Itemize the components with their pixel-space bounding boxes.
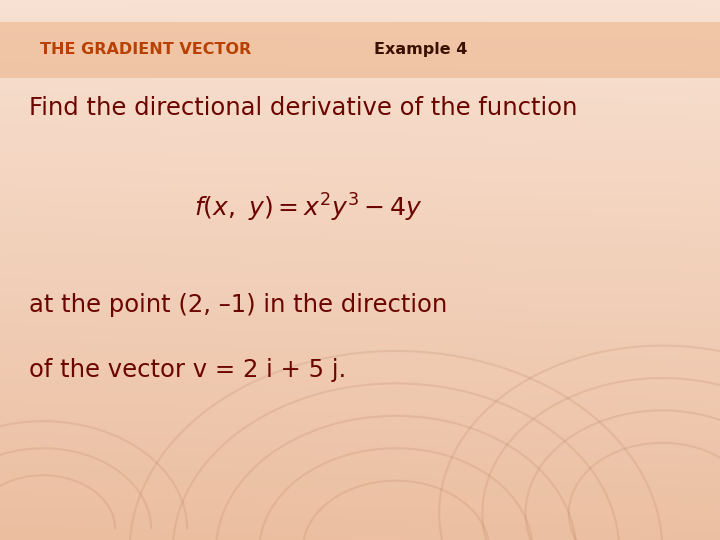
Text: THE GRADIENT VECTOR: THE GRADIENT VECTOR	[40, 42, 251, 57]
Text: Example 4: Example 4	[374, 42, 468, 57]
Text: Find the directional derivative of the function: Find the directional derivative of the f…	[29, 96, 577, 120]
Text: at the point (2, –1) in the direction: at the point (2, –1) in the direction	[29, 293, 447, 317]
Bar	[0, 22, 720, 78]
Text: $\mathit{f}(\mathit{x},\ \mathit{y}) = \mathit{x}^2\mathit{y}^3 - 4\mathit{y}$: $\mathit{f}(\mathit{x},\ \mathit{y}) = \…	[194, 192, 423, 224]
Text: of the vector v = 2 i + 5 j.: of the vector v = 2 i + 5 j.	[29, 358, 346, 382]
